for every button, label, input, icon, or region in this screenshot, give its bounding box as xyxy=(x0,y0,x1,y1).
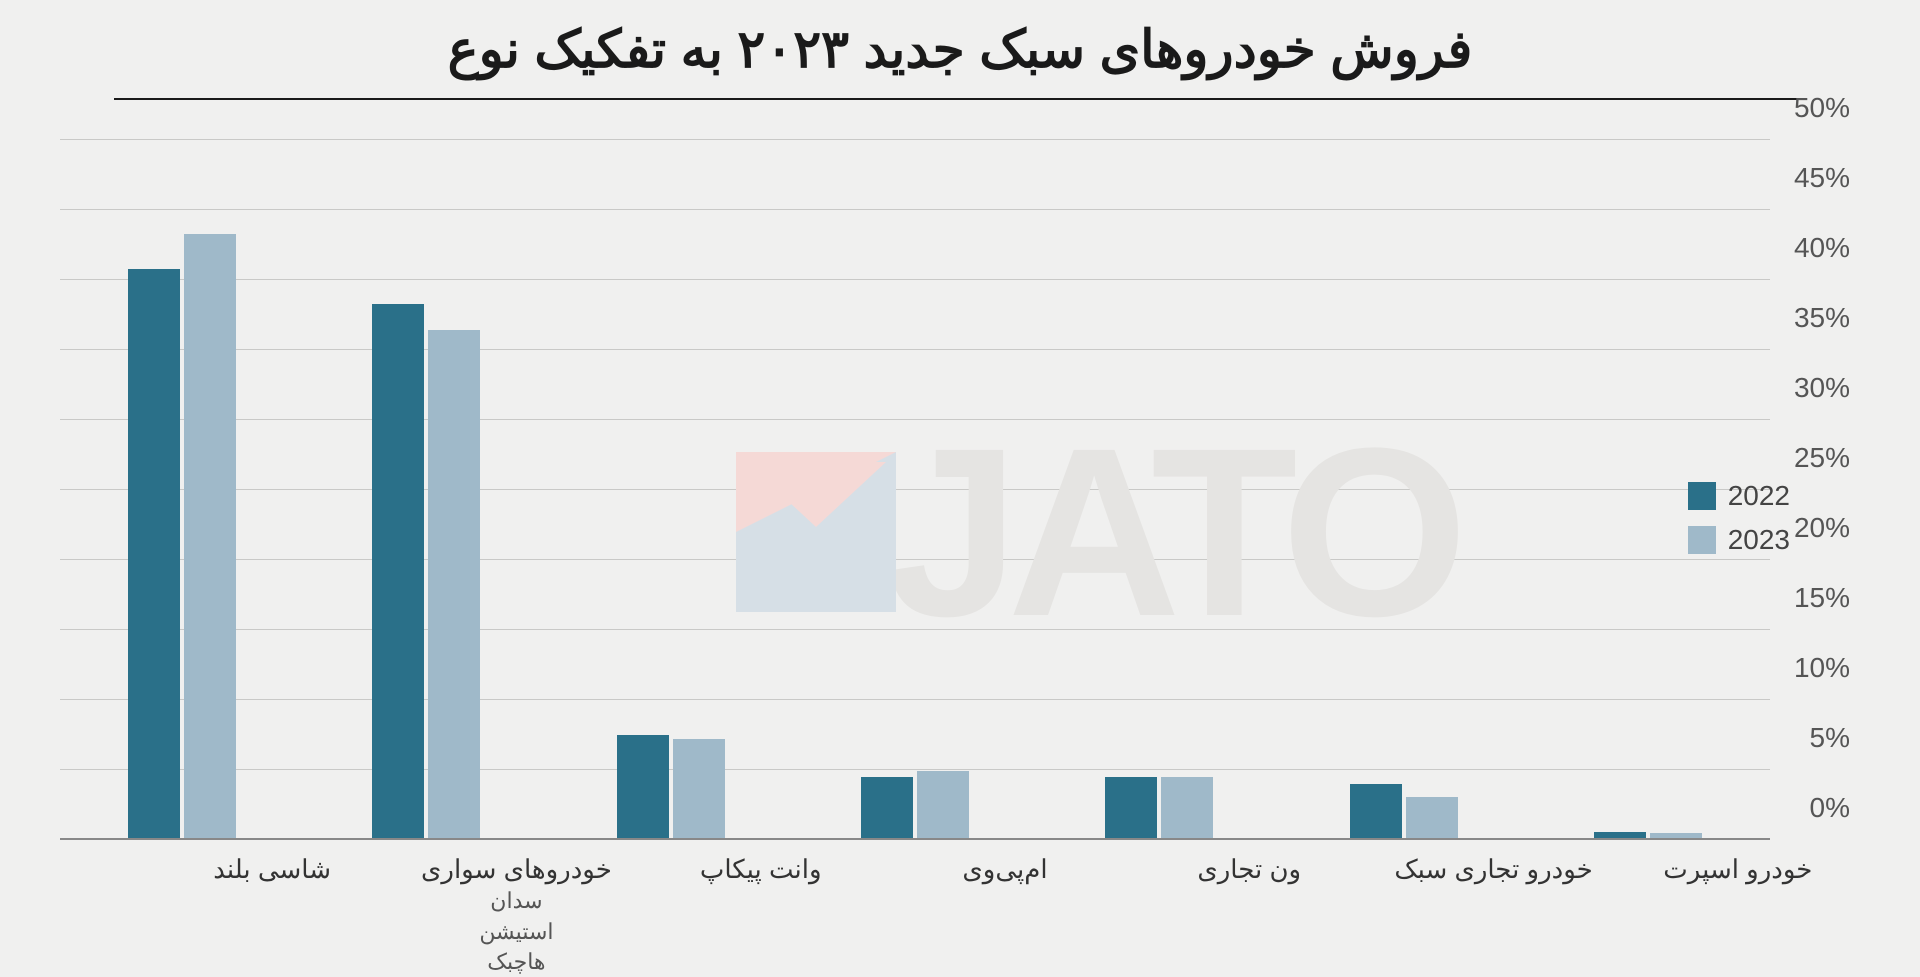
bar-group xyxy=(1281,140,1525,840)
x-label: ون تجاری xyxy=(1127,840,1371,977)
legend: 2022 2023 xyxy=(1688,480,1790,568)
legend-swatch xyxy=(1688,482,1716,510)
x-sublabel: هاچبک xyxy=(394,948,638,977)
bar-area xyxy=(60,140,1770,840)
legend-label: 2023 xyxy=(1728,524,1790,556)
y-tick-label: 0% xyxy=(1810,792,1850,824)
bar xyxy=(1406,797,1458,840)
bar xyxy=(128,269,180,840)
y-tick-label: 40% xyxy=(1794,232,1850,264)
bar xyxy=(428,330,480,840)
bar xyxy=(673,739,725,840)
bar xyxy=(917,771,969,840)
y-tick-label: 50% xyxy=(1794,92,1850,124)
chart-container: 0%5%10%15%20%25%30%35%40%45%50% JATO 202… xyxy=(60,140,1860,840)
y-tick-label: 35% xyxy=(1794,302,1850,334)
bar-group xyxy=(304,140,548,840)
x-label: خودرو تجاری سبک xyxy=(1371,840,1615,977)
y-tick-label: 30% xyxy=(1794,372,1850,404)
bar xyxy=(1161,777,1213,840)
y-tick-label: 20% xyxy=(1794,512,1850,544)
x-sublabel: سدان xyxy=(394,887,638,916)
bar xyxy=(617,735,669,840)
bar xyxy=(184,234,236,840)
y-tick-label: 25% xyxy=(1794,442,1850,474)
y-tick-label: 10% xyxy=(1794,652,1850,684)
legend-item: 2023 xyxy=(1688,524,1790,556)
bar-group xyxy=(793,140,1037,840)
plot-area: JATO xyxy=(60,140,1770,840)
bar xyxy=(1350,784,1402,840)
x-label: ام‌پی‌وی xyxy=(883,840,1127,977)
bar xyxy=(861,777,913,840)
y-tick-label: 5% xyxy=(1810,722,1850,754)
baseline xyxy=(60,838,1770,840)
x-label: وانت پیکاپ xyxy=(639,840,883,977)
x-label: شاسی بلند xyxy=(150,840,394,977)
title-underline xyxy=(114,98,1806,100)
x-axis-labels: شاسی بلندخودروهای سواریسداناستیشنهاچبکوا… xyxy=(150,840,1860,977)
bar-group xyxy=(549,140,793,840)
bar xyxy=(1105,777,1157,840)
legend-item: 2022 xyxy=(1688,480,1790,512)
chart-title: فروش خودروهای سبک جدید ۲۰۲۳ به تفکیک نوع xyxy=(60,20,1860,80)
legend-label: 2022 xyxy=(1728,480,1790,512)
x-sublabel: استیشن xyxy=(394,918,638,947)
x-label: خودرو اسپرت xyxy=(1616,840,1860,977)
bar-group xyxy=(1037,140,1281,840)
bar xyxy=(372,304,424,840)
bar-group xyxy=(60,140,304,840)
y-tick-label: 45% xyxy=(1794,162,1850,194)
legend-swatch xyxy=(1688,526,1716,554)
x-label: خودروهای سواریسداناستیشنهاچبک xyxy=(394,840,638,977)
y-tick-label: 15% xyxy=(1794,582,1850,614)
